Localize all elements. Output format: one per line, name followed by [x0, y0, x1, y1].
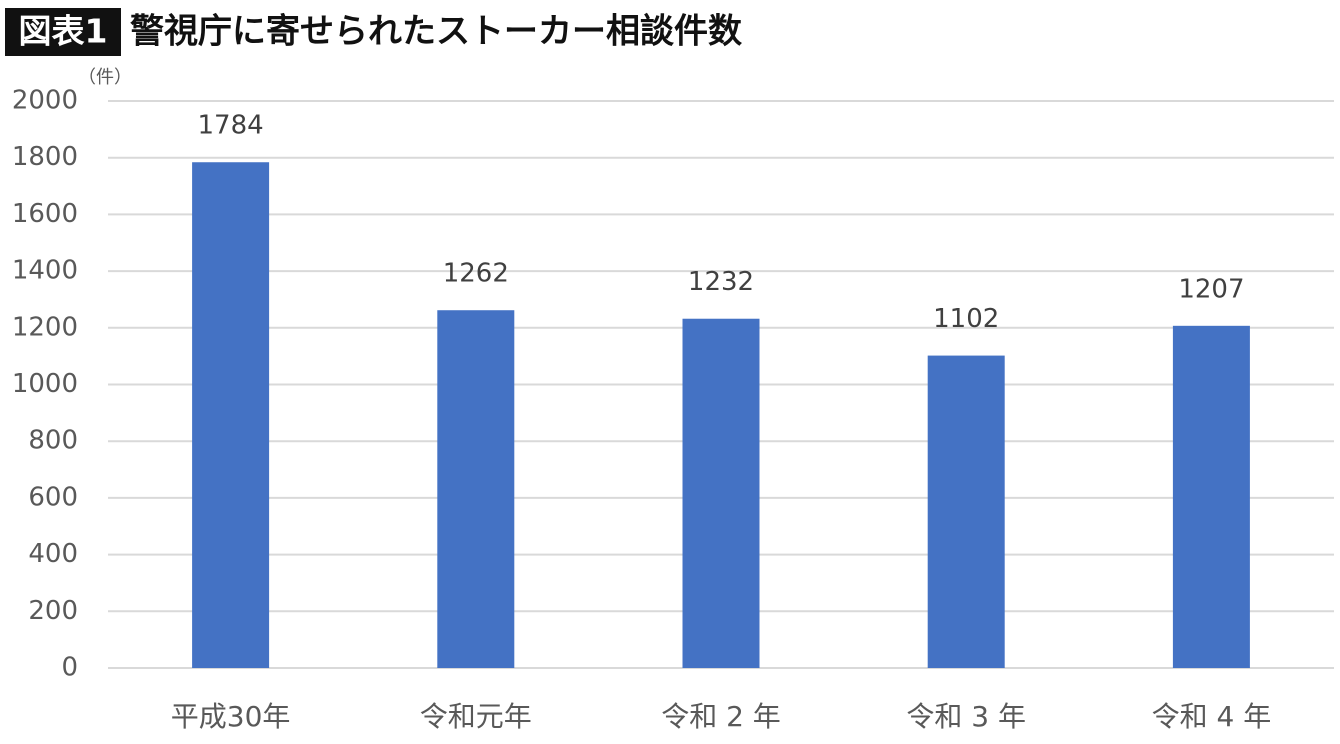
y-tick-label: 1000: [12, 369, 78, 399]
x-tick-label: 令和 3 年: [906, 700, 1026, 733]
y-tick-label: 0: [61, 653, 78, 683]
y-tick-label: 400: [28, 539, 78, 569]
y-tick-label: 1600: [12, 199, 78, 229]
data-label: 1262: [443, 259, 509, 289]
chart-title: 警視庁に寄せられたストーカー相談件数: [130, 12, 742, 52]
x-tick-label: 平成30年: [171, 700, 291, 733]
data-label: 1232: [688, 267, 754, 297]
data-label: 1102: [933, 304, 999, 334]
y-tick-label: 800: [28, 426, 78, 456]
x-tick-label: 令和元年: [420, 700, 532, 733]
bar: [682, 318, 760, 668]
y-tick-label: 1400: [12, 256, 78, 286]
bar: [927, 355, 1005, 668]
title-label-box: [5, 8, 121, 56]
y-tick-label: 200: [28, 596, 78, 626]
y-axis-label: （件）: [78, 67, 132, 88]
y-tick-label: 600: [28, 482, 78, 512]
bar: [1172, 325, 1250, 668]
data-label: 1207: [1178, 274, 1244, 304]
title-label: 図表1: [19, 12, 108, 51]
y-tick-label: 2000: [12, 86, 78, 116]
bar: [192, 162, 270, 668]
data-label: 1784: [198, 111, 264, 141]
x-tick-label: 令和 2 年: [661, 700, 781, 733]
y-tick-label: 1800: [12, 142, 78, 172]
bar: [437, 310, 515, 668]
x-tick-label: 令和 4 年: [1152, 700, 1272, 733]
y-tick-label: 1200: [12, 312, 78, 342]
